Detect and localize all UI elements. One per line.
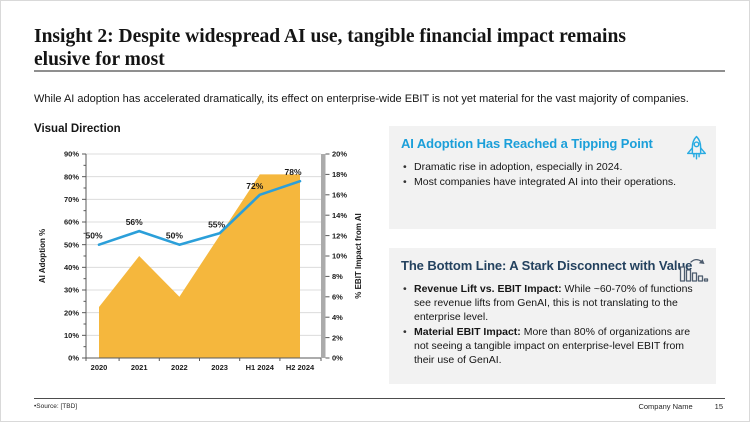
svg-text:12%: 12%	[332, 231, 347, 240]
svg-text:16%: 16%	[332, 191, 347, 200]
svg-text:14%: 14%	[332, 211, 347, 220]
svg-text:10%: 10%	[64, 331, 79, 340]
svg-text:20%: 20%	[332, 150, 347, 159]
svg-text:2%: 2%	[332, 333, 343, 342]
title-divider	[34, 70, 725, 72]
svg-text:20%: 20%	[64, 308, 79, 317]
right-axis: 0% 2% 4% 6% 8% 10% 12% 14% 16% 18% 20% % EBIT Impac…	[321, 150, 363, 363]
svg-text:70%: 70%	[64, 195, 79, 204]
left-axis: 0% 10% 20% 30% 40% 50% 60% 70% 80% 90% AI Adoption…	[38, 150, 87, 363]
svg-text:2023: 2023	[211, 363, 228, 372]
company-name: Company Name	[638, 402, 693, 411]
svg-text:56%: 56%	[126, 217, 143, 227]
page-title: Insight 2: Despite widespread AI use, ta…	[34, 26, 626, 71]
page-number: 15	[714, 402, 723, 411]
svg-text:H2 2024: H2 2024	[286, 363, 315, 372]
svg-text:30%: 30%	[64, 286, 79, 295]
svg-text:8%: 8%	[332, 272, 343, 281]
svg-text:0%: 0%	[68, 354, 79, 363]
svg-text:55%: 55%	[208, 219, 225, 229]
svg-text:2021: 2021	[131, 363, 148, 372]
callout-title: The Bottom Line: A Stark Disconnect with…	[401, 258, 693, 273]
svg-text:10%: 10%	[332, 252, 347, 261]
ebit-area-series	[99, 174, 300, 358]
svg-text:50%: 50%	[166, 231, 183, 241]
callout-bullet-list: Dramatic rise in adoption, especially in…	[401, 161, 704, 190]
svg-text:40%: 40%	[64, 263, 79, 272]
adoption-ebit-combo-chart: 50% 56% 50% 55% 72% 78% 0% 10% 20% 30% 40% 50% 60% 70…	[38, 150, 363, 372]
intro-text: While AI adoption has accelerated dramat…	[34, 93, 689, 105]
callout-title: AI Adoption Has Reached a Tipping Point	[401, 136, 653, 151]
svg-text:% EBIT Impact from AI: % EBIT Impact from AI	[354, 213, 363, 299]
bullet-item: Revenue Lift vs. EBIT Impact: While ~60-…	[401, 283, 704, 325]
svg-text:2022: 2022	[171, 363, 188, 372]
svg-text:90%: 90%	[64, 150, 79, 159]
bullet-item: Most companies have integrated AI into t…	[401, 176, 704, 190]
bullet-item: Dramatic rise in adoption, especially in…	[401, 161, 704, 175]
rocket-icon	[684, 135, 709, 169]
svg-text:H1 2024: H1 2024	[246, 363, 275, 372]
svg-text:50%: 50%	[64, 240, 79, 249]
svg-text:78%: 78%	[284, 167, 301, 177]
svg-text:50%: 50%	[85, 231, 102, 241]
svg-text:4%: 4%	[332, 313, 343, 322]
section-label: Visual Direction	[34, 123, 121, 135]
svg-text:18%: 18%	[332, 170, 347, 179]
svg-text:6%: 6%	[332, 293, 343, 302]
footer-right: Company Name 15	[638, 402, 723, 411]
callout-bullet-list: Revenue Lift vs. EBIT Impact: While ~60-…	[401, 283, 704, 368]
adoption-line-series	[97, 179, 302, 246]
declining-bar-chart-icon	[679, 257, 709, 289]
svg-text:2020: 2020	[91, 363, 108, 372]
callout-box-bottom-line: The Bottom Line: A Stark Disconnect with…	[389, 248, 716, 384]
svg-text:AI Adoption %: AI Adoption %	[38, 229, 47, 283]
svg-text:0%: 0%	[332, 354, 343, 363]
x-axis: 2020 2021 2022 2023 H1 2024 H2 2024	[85, 357, 322, 372]
svg-text:72%: 72%	[246, 181, 263, 191]
svg-text:60%: 60%	[64, 218, 79, 227]
bullet-item: Material EBIT Impact: More than 80% of o…	[401, 326, 704, 368]
footer-divider	[34, 398, 725, 399]
data-labels: 50% 56% 50% 55% 72% 78%	[85, 167, 301, 240]
source-note: •Source: [TBD]	[34, 403, 78, 410]
svg-text:80%: 80%	[64, 172, 79, 181]
callout-box-tipping-point: AI Adoption Has Reached a Tipping Point …	[389, 126, 716, 229]
